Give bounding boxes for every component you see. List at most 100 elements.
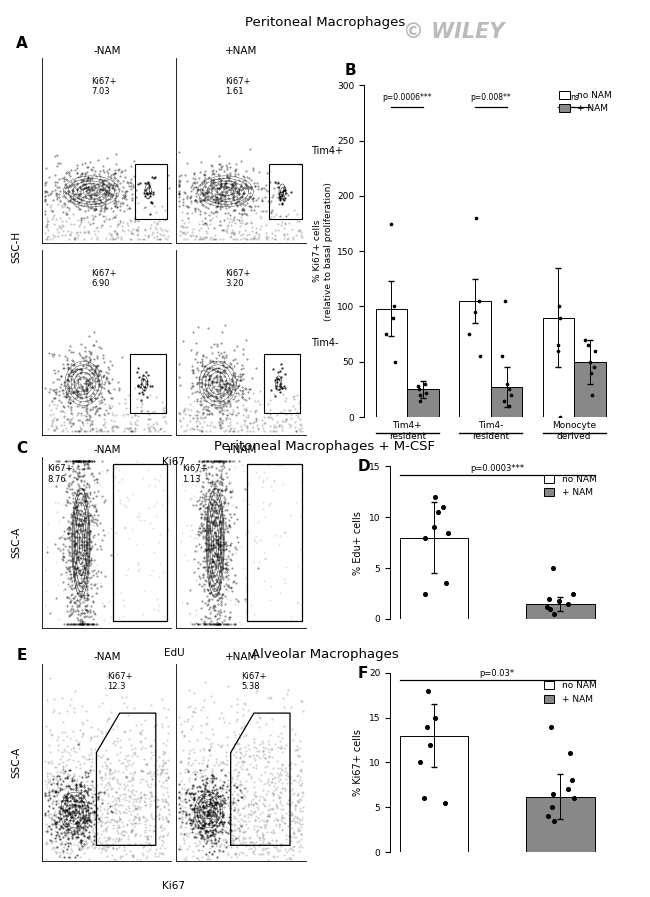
Point (218, 357, 228, 371)
Point (248, 424, 258, 439)
Point (92, 374, 102, 388)
Point (62, 590, 72, 605)
Point (55, 812, 66, 826)
Point (42, 789, 53, 804)
Point (195, 743, 205, 757)
Point (220, 176, 231, 190)
Point (285, 784, 295, 798)
Point (86, 508, 96, 522)
Point (45, 723, 55, 737)
Point (77, 483, 87, 497)
Point (84, 570, 94, 585)
Point (216, 466, 226, 481)
Point (81, 374, 92, 388)
Point (104, 186, 114, 200)
Point (216, 525, 226, 539)
Point (258, 796, 268, 810)
Point (216, 459, 226, 474)
Point (295, 772, 306, 787)
Point (84, 454, 94, 468)
Point (80, 593, 90, 607)
Point (285, 834, 296, 849)
Point (68, 491, 78, 505)
Point (69, 793, 79, 807)
Point (183, 751, 194, 765)
Point (203, 732, 214, 746)
Point (229, 740, 239, 754)
Point (51, 815, 61, 830)
Point (272, 408, 283, 422)
Point (73, 374, 83, 388)
Point (74, 189, 85, 204)
Point (265, 836, 276, 850)
Point (118, 593, 128, 607)
Point (81, 404, 91, 418)
Point (247, 192, 257, 206)
Point (281, 560, 291, 574)
Point (76, 511, 86, 526)
Point (58, 524, 69, 538)
Point (224, 192, 234, 206)
Point (283, 403, 294, 417)
Point (81, 382, 91, 396)
Point (216, 783, 226, 797)
Point (48, 775, 58, 789)
Point (138, 186, 149, 200)
Point (209, 569, 219, 583)
Point (114, 781, 124, 796)
Point (77, 795, 88, 809)
Point (42, 232, 53, 247)
Point (255, 837, 266, 851)
Point (90, 359, 101, 373)
Point (181, 826, 191, 840)
Point (64, 520, 74, 535)
Point (70, 536, 81, 551)
Point (62, 351, 72, 365)
Point (42, 211, 53, 225)
Point (238, 383, 248, 397)
Point (201, 187, 211, 201)
Point (89, 196, 99, 211)
Point (103, 185, 113, 199)
Point (209, 454, 220, 468)
Point (79, 167, 90, 181)
Point (43, 819, 53, 833)
Point (77, 617, 87, 631)
Point (98, 596, 108, 610)
Point (203, 454, 213, 468)
Point (68, 595, 79, 609)
Point (263, 396, 274, 411)
Point (280, 367, 291, 381)
Point (219, 490, 229, 504)
Point (127, 770, 137, 784)
Point (72, 176, 83, 190)
Point (128, 849, 138, 863)
Point (112, 375, 123, 389)
Point (205, 556, 216, 570)
Point (231, 847, 241, 861)
Point (106, 610, 116, 624)
Point (222, 469, 232, 483)
Point (218, 807, 228, 822)
Point (265, 424, 275, 439)
Point (215, 530, 226, 544)
Point (197, 818, 207, 832)
Point (213, 402, 223, 416)
Point (101, 778, 111, 792)
Point (136, 727, 146, 741)
Point (215, 200, 226, 214)
Point (66, 415, 76, 430)
Point (60, 804, 71, 818)
Point (206, 835, 216, 849)
Point (174, 187, 184, 201)
Point (92, 369, 103, 383)
Point (66, 381, 76, 396)
Point (205, 806, 216, 820)
Point (202, 823, 212, 837)
Point (53, 743, 63, 757)
Point (194, 794, 205, 808)
Point (194, 825, 204, 840)
Point (94, 763, 104, 778)
Point (72, 177, 83, 191)
Point (216, 200, 227, 214)
